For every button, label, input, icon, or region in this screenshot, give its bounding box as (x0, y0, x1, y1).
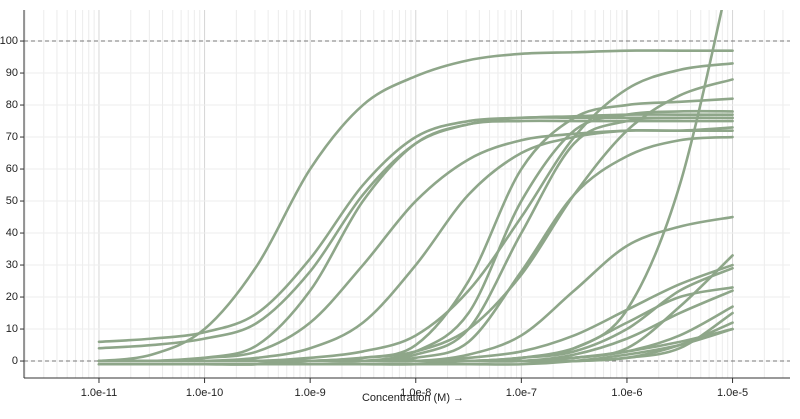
dose-response-curve (97, 263, 734, 363)
y-tick-label: 80 (6, 99, 18, 111)
x-tick-label: 1.0e-6 (611, 387, 642, 399)
y-tick-label: 90 (6, 67, 18, 79)
x-tick-label: 1.0e-5 (717, 387, 748, 399)
y-tick-label: 10 (6, 323, 18, 335)
x-tick-label: 1.0e-11 (81, 387, 118, 399)
x-tick-label: 1.0e-7 (506, 387, 537, 399)
x-tick-label: 1.0e-10 (186, 387, 223, 399)
y-tick-label: 70 (6, 131, 18, 143)
y-tick-label: 30 (6, 259, 18, 271)
x-axis-label: Concentration (M) → (362, 392, 464, 404)
dose-response-curve (97, 49, 734, 363)
y-tick-label: 100 (0, 35, 18, 47)
y-tick-label: 0 (12, 355, 18, 367)
y-tick-label: 60 (6, 163, 18, 175)
y-tick-label: 50 (6, 195, 18, 207)
x-tick-label: 1.0e-9 (295, 387, 326, 399)
x-tick-label: 1.0e-8 (400, 387, 431, 399)
grid (24, 10, 790, 378)
dose-response-curve (97, 327, 734, 366)
y-tick-label: 20 (6, 291, 18, 303)
axes: 1.0e-11 1.0e-10 1.0e-9 1.0e-8 1.0e-7 1.0e-6 1.… (0, 10, 790, 399)
plot-lines (97, 10, 734, 366)
y-tick-label: 40 (6, 227, 18, 239)
